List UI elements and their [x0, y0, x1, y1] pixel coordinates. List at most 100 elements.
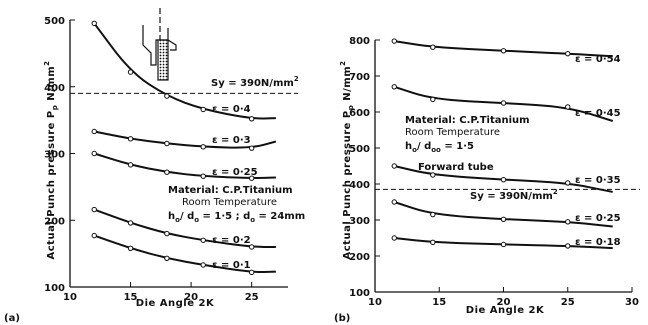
data-point: [127, 220, 134, 226]
data-point: [248, 175, 255, 181]
data-point: [430, 239, 436, 246]
panel-a-ticks: 10 15 20 25 100 200 300 400 500: [44, 16, 259, 303]
data-point: [248, 269, 255, 276]
data-point: [248, 145, 255, 151]
panel-b-sy-label: Sy = 390N/mm2: [470, 188, 558, 202]
data-point: [391, 163, 397, 169]
data-point: [91, 232, 97, 239]
series-label: ε = 0·3: [212, 135, 251, 146]
data-point: [500, 48, 507, 54]
data-point: [91, 128, 97, 135]
data-point: [500, 216, 507, 222]
panel-a-ratio-note: ho/ do = 1·5 ; do = 24mm: [168, 211, 305, 224]
panel-a-series: ε = 0·4 ε = 0·3 ε = 0·25 ε = 0·2 ε = 0·1: [70, 20, 298, 276]
data-point: [430, 172, 436, 178]
data-point: [91, 150, 97, 157]
data-point: [248, 244, 255, 250]
series-label: ε = 0·18: [575, 237, 621, 248]
y-tick-label: 600: [349, 108, 370, 119]
panel-b-ticks: 10 15 20 25 30 100 200 300 400 500 600 700 800: [349, 36, 639, 308]
series-label: ε = 0·45: [575, 108, 621, 119]
data-point: [164, 140, 170, 147]
die-sketch-icon: [142, 8, 177, 81]
data-point: [430, 96, 436, 103]
data-point: [200, 173, 206, 179]
panel-a-x-axis-label: Die Angle 2K: [136, 298, 215, 309]
panel-a-material-note: Material: C.P.Titanium: [168, 185, 293, 196]
data-point: [391, 199, 397, 205]
panel-b-tube-note: Forward tube: [418, 162, 494, 173]
y-tick-label: 400: [44, 83, 65, 94]
series-label: ε = 0·2: [212, 235, 251, 246]
panel-a-sy-label: Sy = 390N/mm2: [211, 75, 299, 89]
x-tick-label: 10: [368, 297, 382, 308]
data-point: [430, 211, 436, 218]
data-point: [164, 93, 170, 99]
data-point: [127, 136, 134, 142]
data-point: [391, 84, 397, 90]
y-tick-label: 700: [349, 72, 370, 83]
panel-b-ratio-note: ho/ doo = 1·5: [405, 141, 474, 154]
series-line: [93, 22, 276, 120]
panel-b-axes: [374, 40, 632, 293]
data-point: [565, 50, 571, 57]
data-point: [500, 241, 507, 248]
panel-a-temperature-note: Room Temperature: [182, 197, 277, 208]
panel-b-temperature-note: Room Temperature: [405, 127, 500, 138]
data-point: [500, 100, 507, 106]
y-tick-label: 800: [349, 36, 370, 47]
data-point: [200, 144, 206, 150]
x-tick-label: 30: [625, 297, 639, 308]
panel-a-y-axis-label: Actual Punch pressure Pp N/mm2: [43, 61, 59, 260]
data-point: [565, 180, 571, 186]
panel-b-material-note: Material: C.P.Titanium: [405, 115, 530, 126]
y-tick-label: 200: [44, 216, 65, 227]
y-tick-label: 100: [349, 288, 370, 299]
series-label: ε = 0·4: [212, 104, 251, 115]
x-tick-label: 20: [497, 297, 511, 308]
y-tick-label: 300: [44, 150, 65, 161]
x-tick-label: 15: [432, 297, 446, 308]
data-point: [565, 104, 571, 110]
series-line: [93, 152, 277, 179]
series-label: ε = 0·25: [575, 213, 621, 224]
data-point: [200, 262, 206, 268]
panel-b-y-axis-label: Actual Punch pressure Pp N/mm2: [339, 61, 355, 260]
data-point: [164, 230, 170, 237]
panel-b-x-axis-label: Die Angle 2K: [466, 305, 545, 316]
data-point: [565, 219, 571, 225]
data-point: [391, 38, 397, 44]
x-tick-label: 20: [184, 292, 198, 303]
data-point: [565, 243, 571, 249]
y-tick-label: 500: [44, 16, 65, 27]
series-label: ε = 0·1: [212, 260, 251, 271]
series-line: [94, 130, 277, 149]
series-label: ε = 0·54: [575, 54, 621, 65]
y-tick-label: 400: [349, 180, 370, 191]
data-point: [127, 245, 134, 251]
panel-b-label: (b): [334, 313, 350, 324]
series-label: ε = 0·25: [212, 167, 258, 178]
data-point: [430, 44, 436, 50]
series-line: [93, 234, 276, 274]
data-point: [91, 206, 97, 213]
data-point: [200, 237, 206, 243]
data-point: [391, 235, 397, 241]
data-point: [127, 162, 134, 168]
data-point: [127, 69, 134, 75]
data-point: [164, 169, 170, 175]
panel-b-series: ε = 0·54 ε = 0·45 ε = 0·35 ε = 0·25 ε = 0·18: [375, 38, 640, 250]
data-point: [200, 106, 206, 113]
data-point: [500, 176, 507, 183]
x-tick-label: 10: [63, 292, 77, 303]
x-tick-label: 25: [561, 297, 575, 308]
data-point: [91, 20, 97, 27]
data-point: [248, 116, 255, 122]
y-tick-label: 200: [349, 252, 370, 263]
series-line: [93, 208, 276, 248]
series-label: ε = 0·35: [575, 175, 621, 186]
panel-b: 10 15 20 25 30 100 200 300 400 500 600 700 800 ε = 0…: [334, 36, 640, 324]
y-tick-label: 300: [349, 216, 370, 227]
